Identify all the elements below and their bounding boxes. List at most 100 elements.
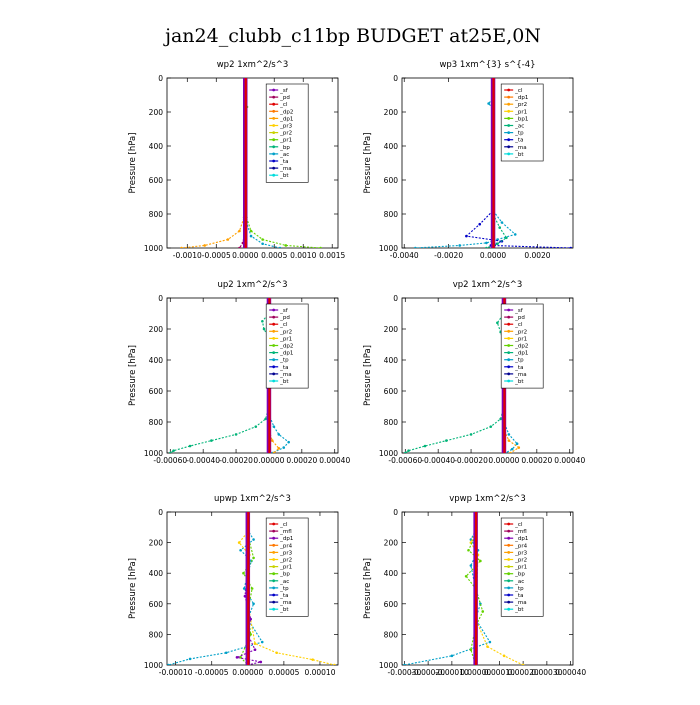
x-tick-label: -0.0010 — [173, 251, 202, 260]
data-point — [259, 660, 263, 664]
legend-entry: _pr2 — [514, 102, 527, 108]
data-point — [464, 574, 468, 578]
legend-marker — [272, 315, 276, 319]
y-tick-label: 200 — [384, 539, 399, 548]
data-point — [509, 451, 512, 453]
legend-entry: _mfl — [279, 529, 292, 535]
legend-marker — [272, 344, 276, 347]
chart-title: wp2 1xm^2/s^3 — [217, 60, 289, 70]
data-point — [253, 642, 257, 645]
legend-entry: _ma — [279, 372, 291, 378]
data-point — [167, 663, 170, 665]
data-point — [238, 246, 241, 248]
x-tick-label: -0.00010 — [159, 668, 193, 677]
x-tick-label: 0.00000 — [488, 456, 519, 465]
y-axis-label: Pressure [hPa] — [128, 345, 138, 406]
data-point — [485, 241, 488, 245]
x-tick-label: 0.00020 — [508, 668, 539, 677]
y-axis-label: Pressure [hPa] — [363, 558, 373, 619]
legend-entry: _tp — [279, 358, 289, 364]
data-point — [282, 446, 286, 449]
data-point — [254, 425, 258, 428]
y-tick-label: 600 — [384, 600, 399, 609]
x-tick-label: -0.0040 — [390, 251, 419, 260]
y-tick-label: 1000 — [144, 661, 163, 670]
data-point — [469, 433, 473, 436]
legend-marker — [272, 579, 276, 583]
x-tick-label: 0.0000 — [480, 251, 506, 260]
data-point — [487, 102, 490, 105]
legend-entry: _sf — [279, 88, 289, 94]
legend-marker — [272, 372, 276, 376]
data-point — [249, 234, 253, 238]
legend-marker — [272, 600, 276, 604]
data-point — [250, 587, 254, 590]
chart-panel-6: vpwp 1xm^2/s^3 Pressure [hPa] 0 200 400 600 80… — [363, 494, 586, 677]
series-line-dp1 — [169, 298, 270, 453]
chart-panel-2: wp3 1xm^{3} s^{-4} Pressure [hPa] 0 200 400 6… — [363, 60, 574, 260]
x-tick-label: -0.00040 — [421, 456, 455, 465]
y-tick-label: 800 — [384, 210, 399, 219]
chart-title: upwp 1xm^2/s^3 — [214, 494, 291, 504]
x-tick-label: 0.0000 — [232, 251, 258, 260]
legend-marker — [272, 124, 276, 127]
x-tick-label: -0.0005 — [202, 251, 231, 260]
legend-entry: _dp1 — [514, 351, 528, 357]
legend-entry: _pr4 — [279, 543, 293, 549]
y-tick-label: 0 — [158, 74, 163, 83]
series-group — [403, 512, 525, 665]
legend-entry: _pr1 — [514, 565, 527, 571]
x-tick-label: 0.0005 — [261, 251, 287, 260]
data-point — [237, 541, 241, 544]
legend-marker — [507, 322, 511, 326]
legend-marker — [272, 593, 276, 597]
legend-marker — [507, 593, 511, 597]
data-point — [458, 244, 462, 247]
data-point — [500, 221, 504, 224]
legend-marker — [272, 522, 276, 526]
x-tick-label: 0.00040 — [554, 456, 585, 465]
x-tick-label: 0.0010 — [290, 251, 316, 260]
chart-panel-1: wp2 1xm^2/s^3 Pressure [hPa] 0 200 400 600 800… — [128, 60, 346, 260]
y-tick-label: 600 — [384, 176, 399, 185]
legend-entry: _pr2 — [279, 329, 292, 335]
legend-marker — [507, 522, 511, 526]
legend-entry: _pr2 — [279, 558, 292, 564]
y-tick-label: 1000 — [379, 449, 398, 458]
legend-entry: _bp — [279, 145, 290, 151]
data-point — [414, 246, 417, 248]
legend-marker — [272, 379, 276, 383]
data-point — [465, 234, 468, 238]
legend-marker — [507, 551, 511, 554]
data-point — [510, 447, 514, 451]
y-tick-label: 800 — [384, 418, 399, 427]
legend-marker — [272, 586, 276, 590]
data-point — [498, 226, 502, 229]
y-tick-label: 200 — [149, 325, 164, 334]
x-tick-label: -0.00020 — [219, 456, 253, 465]
x-tick-label: 0.00000 — [232, 668, 263, 677]
data-point — [469, 564, 473, 567]
legend-marker — [507, 586, 511, 590]
y-tick-label: 800 — [149, 210, 164, 219]
x-tick-label: 0.00010 — [304, 668, 335, 677]
legend-marker — [507, 102, 511, 106]
data-point — [479, 559, 482, 563]
legend-marker — [507, 145, 511, 149]
x-tick-label: -0.00060 — [153, 456, 187, 465]
x-tick-label: -0.00005 — [195, 668, 229, 677]
legend-marker — [272, 308, 276, 312]
x-tick-label: -0.00030 — [388, 668, 422, 677]
y-tick-label: 400 — [384, 142, 399, 151]
legend-entry: _ac — [514, 579, 524, 585]
x-tick-label: 0.00040 — [319, 456, 350, 465]
legend-entry: _ac — [279, 152, 289, 158]
data-point — [252, 556, 255, 560]
legend-marker — [507, 558, 511, 561]
y-tick-label: 400 — [149, 569, 164, 578]
y-tick-label: 600 — [149, 387, 164, 396]
legend-entry: _mfl — [514, 529, 527, 535]
legend-marker — [507, 109, 511, 113]
y-tick-label: 0 — [393, 74, 398, 83]
chart-title: wp3 1xm^{3} s^{-4} — [439, 60, 535, 70]
